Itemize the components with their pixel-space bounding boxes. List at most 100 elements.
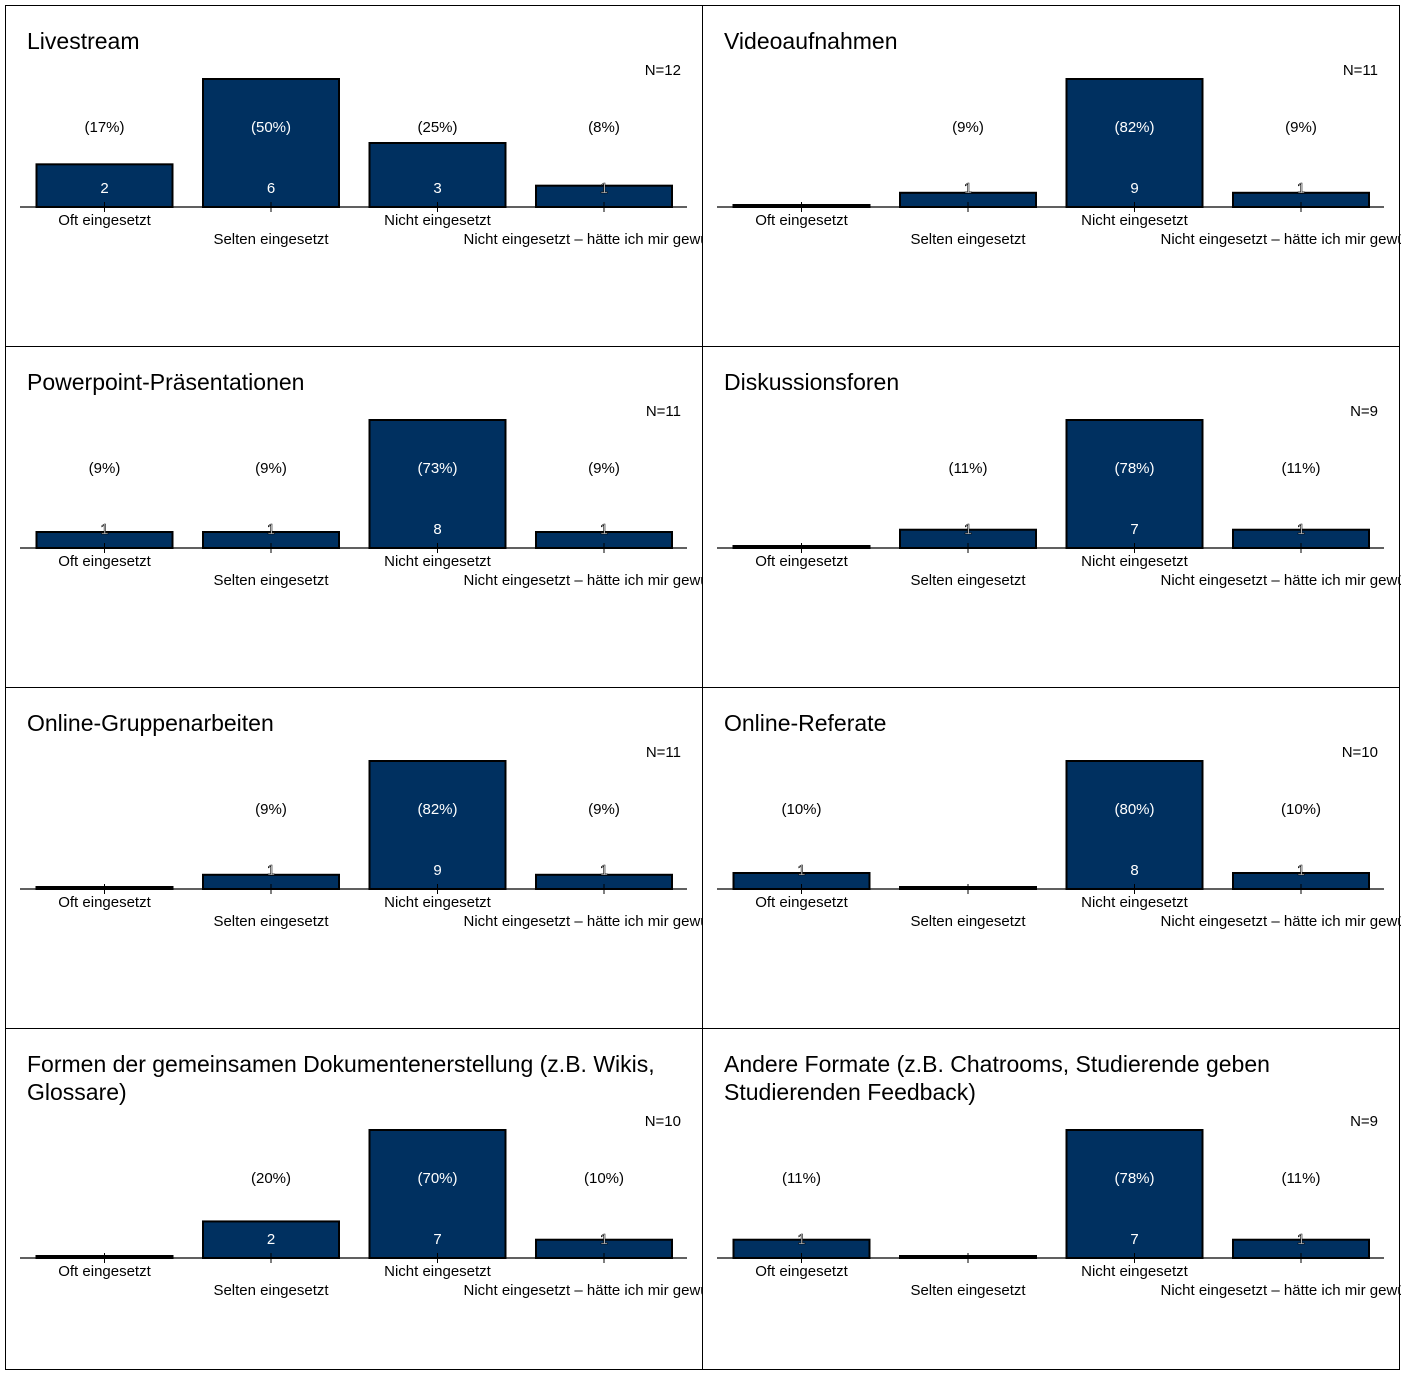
bar <box>368 1129 507 1259</box>
percent-label: (78%) <box>1114 1170 1154 1187</box>
percent-label: (70%) <box>417 1170 457 1187</box>
category-label: Selten eingesetzt <box>910 1282 1026 1299</box>
percent-label: (10%) <box>1281 801 1321 818</box>
percent-label: (11%) <box>782 1170 821 1187</box>
bar <box>1065 1129 1204 1259</box>
bar-chart: N=9 1 (11%) Oft eingesetzt Selten eingesetzt… <box>717 1113 1401 1299</box>
value-label: 6 <box>267 180 275 197</box>
value-label: 1 <box>1297 521 1305 538</box>
value-label: 1 <box>600 1231 608 1248</box>
value-label: 2 <box>267 1231 275 1248</box>
category-label: Oft eingesetzt <box>755 212 848 229</box>
percent-label: (78%) <box>1114 460 1154 477</box>
percent-label: (17%) <box>84 119 124 136</box>
value-label: 7 <box>1130 521 1138 538</box>
chart-grid: Livestream N=12 2 (17%) Oft eingesetzt 6 (50%)… <box>5 5 1401 1391</box>
category-label: Nicht eingesetzt <box>1081 212 1189 229</box>
bar <box>368 760 507 890</box>
value-label: 7 <box>1130 1231 1138 1248</box>
chart-title: Online-Gruppenarbeiten <box>27 710 274 736</box>
value-label: 1 <box>964 180 972 197</box>
percent-label: (10%) <box>781 801 821 818</box>
bar-chart: N=11 Oft eingesetzt 1 (9%) Selten eingesetzt… <box>20 744 745 930</box>
percent-label: (25%) <box>417 119 457 136</box>
chart-panel: Livestream N=12 2 (17%) Oft eingesetzt 6 (50%)… <box>5 5 745 347</box>
category-label: Nicht eingesetzt <box>384 894 492 911</box>
percent-label: (73%) <box>417 460 457 477</box>
category-label: Oft eingesetzt <box>58 212 151 229</box>
value-label: 7 <box>433 1231 441 1248</box>
percent-label: (9%) <box>255 460 287 477</box>
category-label: Nicht eingesetzt – hätte ich mir gewünsc… <box>464 1282 746 1299</box>
bar <box>1065 419 1204 549</box>
chart-panel: Online-Gruppenarbeiten N=11 Oft eingesetzt… <box>5 687 745 1029</box>
category-label: Nicht eingesetzt <box>384 212 492 229</box>
chart-panel: Online-Referate N=10 1 (10%) Oft eingesetzt S… <box>702 687 1401 1029</box>
category-label: Nicht eingesetzt – hätte ich mir gewünsc… <box>464 231 746 248</box>
bar <box>1065 760 1204 890</box>
value-label: 9 <box>1130 180 1138 197</box>
value-label: 1 <box>1297 862 1305 879</box>
category-label: Selten eingesetzt <box>213 913 329 930</box>
percent-label: (11%) <box>1282 460 1321 477</box>
chart-title: Online-Referate <box>724 710 887 736</box>
bar <box>202 1220 340 1260</box>
category-label: Selten eingesetzt <box>910 231 1026 248</box>
category-label: Selten eingesetzt <box>213 231 329 248</box>
bar <box>368 419 507 549</box>
percent-label: (11%) <box>1282 1170 1321 1187</box>
n-label: N=11 <box>646 744 681 761</box>
value-label: 1 <box>600 521 608 538</box>
category-label: Selten eingesetzt <box>910 913 1026 930</box>
bar <box>1065 78 1204 208</box>
percent-label: (50%) <box>251 119 291 136</box>
category-label: Selten eingesetzt <box>213 572 329 589</box>
percent-label: (9%) <box>952 119 984 136</box>
n-label: N=9 <box>1350 1113 1378 1130</box>
percent-label: (20%) <box>251 1170 291 1187</box>
percent-label: (8%) <box>588 119 620 136</box>
bar-chart: N=9 Oft eingesetzt 1 (11%) Selten eingesetzt… <box>717 403 1401 589</box>
bar-chart: N=11 Oft eingesetzt 1 (9%) Selten eingesetzt… <box>717 62 1401 248</box>
chart-title: Diskussionsforen <box>724 369 900 395</box>
value-label: 8 <box>1130 862 1138 879</box>
category-label: Nicht eingesetzt <box>1081 894 1189 911</box>
value-label: 1 <box>1297 1231 1305 1248</box>
chart-title: Livestream <box>27 28 140 54</box>
category-label: Nicht eingesetzt <box>1081 553 1189 570</box>
value-label: 1 <box>600 180 608 197</box>
bar-chart: N=10 Oft eingesetzt 2 (20%) Selten eingesetz… <box>20 1113 745 1299</box>
value-label: 2 <box>100 180 108 197</box>
n-label: N=10 <box>1342 744 1378 761</box>
value-label: 8 <box>433 521 441 538</box>
category-label: Selten eingesetzt <box>213 1282 329 1299</box>
category-label: Nicht eingesetzt <box>384 553 492 570</box>
value-label: 1 <box>797 862 805 879</box>
percent-label: (9%) <box>588 460 620 477</box>
chart-title: Videoaufnahmen <box>724 28 898 54</box>
n-label: N=9 <box>1350 403 1378 420</box>
percent-label: (11%) <box>949 460 988 477</box>
value-label: 1 <box>100 521 108 538</box>
value-label: 1 <box>797 1231 805 1248</box>
chart-panel: Powerpoint-Präsentationen N=11 1 (9%) Oft ei… <box>5 346 745 688</box>
value-label: 3 <box>433 180 441 197</box>
bar-chart: N=10 1 (10%) Oft eingesetzt Selten eingesetz… <box>717 744 1401 930</box>
n-label: N=12 <box>645 62 681 79</box>
category-label: Nicht eingesetzt <box>384 1263 492 1280</box>
category-label: Oft eingesetzt <box>755 894 848 911</box>
chart-panel: Andere Formate (z.B. Chatrooms, Studiere… <box>702 1028 1401 1370</box>
chart-title: Powerpoint-Präsentationen <box>27 369 305 395</box>
category-label: Nicht eingesetzt – hätte ich mir gewünsc… <box>464 913 746 930</box>
bar <box>368 142 507 208</box>
category-label: Nicht eingesetzt – hätte ich mir gewünsc… <box>1161 572 1401 589</box>
category-label: Oft eingesetzt <box>58 1263 151 1280</box>
value-label: 1 <box>1297 180 1305 197</box>
n-label: N=11 <box>646 403 681 420</box>
percent-label: (82%) <box>417 801 457 818</box>
value-label: 9 <box>433 862 441 879</box>
percent-label: (10%) <box>584 1170 624 1187</box>
n-label: N=10 <box>645 1113 681 1130</box>
category-label: Nicht eingesetzt <box>1081 1263 1189 1280</box>
chart-panel: Videoaufnahmen N=11 Oft eingesetzt 1 (9%) Sel… <box>702 5 1401 347</box>
